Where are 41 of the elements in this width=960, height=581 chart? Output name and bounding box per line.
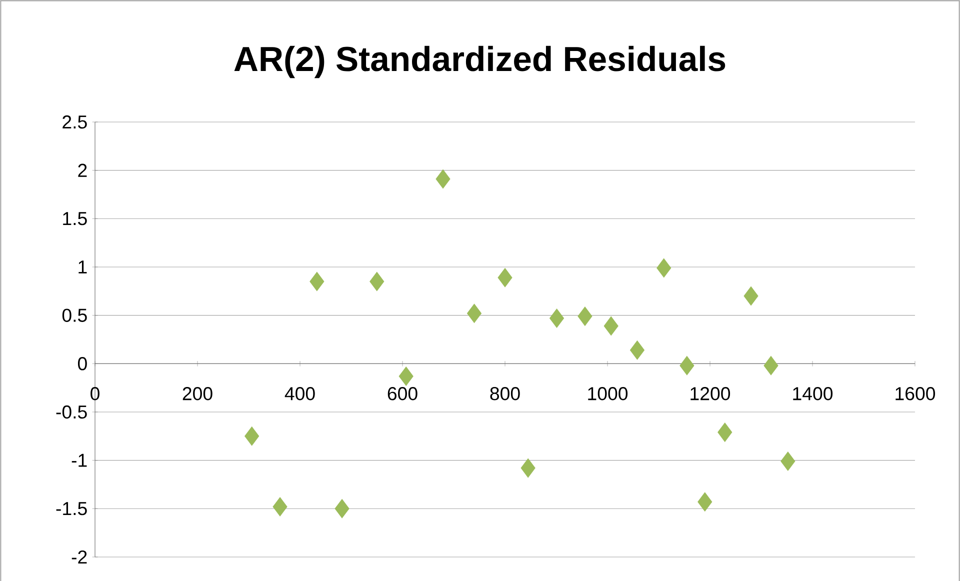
y-tick-label: -0.5 [56, 405, 87, 419]
point [698, 492, 712, 512]
y-tick-label: 1.5 [63, 212, 87, 226]
point [549, 308, 564, 328]
y-tick-label: 0 [78, 357, 87, 370]
y-tick-label: 2.5 [62, 115, 87, 129]
y-tick-label: 2 [78, 164, 87, 177]
point [334, 499, 350, 518]
point [680, 356, 694, 376]
chart-title: AR(2) Standardized Residuals [234, 46, 726, 78]
point [764, 356, 778, 376]
point [466, 304, 482, 323]
y-tick-label: 1 [78, 260, 87, 274]
point [718, 422, 732, 442]
x-tick-label: 1400 [793, 387, 833, 400]
point [370, 272, 384, 292]
point [520, 458, 536, 478]
point [744, 286, 758, 306]
x-tick-label: 200 [182, 387, 212, 400]
x-tick-label: 1200 [690, 387, 730, 400]
y-tick-label: 0.5 [62, 308, 87, 322]
y-tick-label: -1 [72, 454, 87, 467]
x-tick-label: 1000 [588, 387, 628, 400]
point [272, 497, 288, 516]
point [780, 452, 796, 471]
point [604, 316, 618, 336]
point [398, 366, 414, 386]
x-tick-label: 400 [284, 387, 315, 400]
point [656, 258, 672, 278]
x-tick-label: 600 [388, 387, 418, 400]
y-tick-label: -1.5 [56, 502, 87, 516]
x-tick-label: 0 [90, 387, 100, 400]
point [498, 268, 512, 288]
y-tick-label: -2 [72, 550, 87, 564]
point [578, 306, 592, 326]
x-tick-label: 1600 [896, 387, 936, 400]
point [436, 169, 450, 189]
x-tick-label: 800 [490, 387, 520, 400]
point [310, 272, 324, 292]
point [244, 426, 260, 446]
point [630, 340, 644, 360]
